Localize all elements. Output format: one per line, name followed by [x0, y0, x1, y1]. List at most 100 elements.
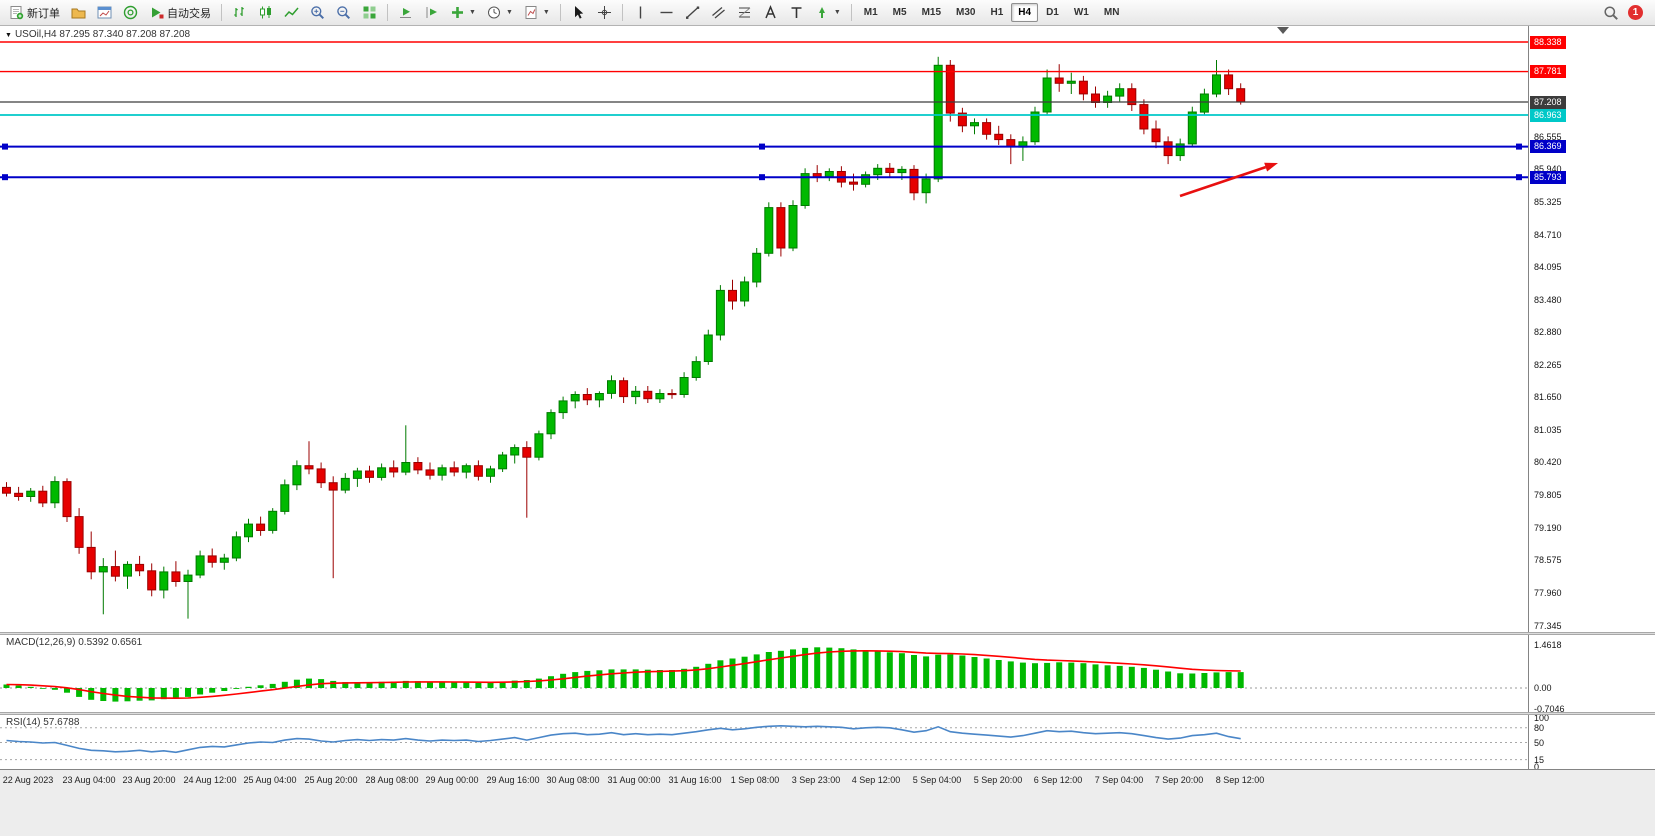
price-axis-label: 81.035 — [1534, 425, 1562, 435]
profiles-button[interactable] — [66, 2, 91, 24]
arrows-tool-button[interactable]: ▼ — [810, 2, 846, 24]
tile-windows-icon — [363, 6, 376, 19]
toolbar-separator — [559, 4, 561, 21]
candlestick-chart-icon — [260, 6, 271, 19]
time-axis-label: 6 Sep 12:00 — [1033, 775, 1083, 785]
timeframe-m15-button[interactable]: M15 — [915, 3, 948, 22]
notification-badge[interactable]: 1 — [1628, 5, 1643, 20]
zoom-out-icon — [337, 6, 351, 20]
time-axis-label: 29 Aug 00:00 — [425, 775, 479, 785]
autotrading-icon — [152, 7, 164, 19]
text-tool-button[interactable] — [758, 2, 783, 24]
channel-button[interactable] — [706, 2, 731, 24]
auto-scroll-icon — [400, 8, 411, 18]
time-axis-label: 1 Sep 08:00 — [730, 775, 780, 785]
search-icon[interactable] — [1603, 5, 1619, 21]
candlestick-chart-button[interactable] — [253, 2, 278, 24]
community-at-icon — [123, 5, 138, 20]
timeframe-h1-button[interactable]: H1 — [983, 3, 1010, 22]
timeframe-m5-button[interactable]: M5 — [886, 3, 914, 22]
macd-pane-splitter[interactable] — [0, 632, 1655, 635]
tile-windows-button[interactable] — [357, 2, 382, 24]
price-axis-label: 78.575 — [1534, 555, 1562, 565]
bar-chart-icon — [234, 7, 244, 17]
time-axis-label: 25 Aug 04:00 — [243, 775, 297, 785]
chart-title: ▼ USOil,H4 87.295 87.340 87.208 87.208 — [5, 29, 190, 40]
timeframe-m1-button[interactable]: M1 — [857, 3, 885, 22]
template-icon — [525, 6, 537, 19]
time-axis-label: 24 Aug 12:00 — [183, 775, 237, 785]
horizontal-line-icon — [660, 11, 673, 14]
timeframe-m30-button[interactable]: M30 — [949, 3, 982, 22]
trendline-button[interactable] — [680, 2, 705, 24]
fibonacci-icon — [738, 7, 751, 18]
profiles-folder-icon — [71, 8, 86, 19]
time-axis-label: 23 Aug 20:00 — [122, 775, 176, 785]
autotrading-label: 自动交易 — [167, 7, 211, 20]
community-button[interactable] — [118, 2, 143, 24]
periods-button[interactable]: ▼ — [482, 2, 518, 24]
time-axis-label: 7 Sep 04:00 — [1094, 775, 1144, 785]
dropdown-caret-icon: ▼ — [542, 9, 550, 16]
window-background — [0, 791, 1655, 836]
dropdown-caret-icon: ▼ — [505, 9, 513, 16]
toolbar-separator — [221, 4, 222, 21]
candlestick-chart — [0, 27, 1528, 619]
chart-menu-arrow-icon[interactable]: ▼ — [5, 32, 12, 39]
price-line-badge: 85.793 — [1530, 171, 1566, 184]
timeframe-d1-button[interactable]: D1 — [1039, 3, 1066, 22]
timeframe-w1-button[interactable]: W1 — [1067, 3, 1096, 22]
timeframe-h4-button[interactable]: H4 — [1011, 3, 1039, 22]
new-order-label: 新订单 — [27, 7, 60, 20]
price-line-badge: 86.369 — [1530, 140, 1566, 153]
indicators-button[interactable]: ▼ — [445, 2, 481, 24]
cursor-button[interactable] — [566, 2, 591, 24]
toolbar-separator — [387, 4, 388, 21]
time-axis-label: 4 Sep 12:00 — [851, 775, 901, 785]
text-t-icon — [791, 7, 802, 18]
rsi-chart — [0, 724, 1528, 761]
toolbar-right-group: 1 — [1603, 5, 1651, 21]
macd-axis-label: 1.4618 — [1534, 640, 1562, 650]
price-axis-label: 82.880 — [1534, 327, 1562, 337]
templates-button[interactable]: ▼ — [519, 2, 555, 24]
timeframe-mn-button[interactable]: MN — [1097, 3, 1127, 22]
chart-shift-icon — [426, 7, 437, 18]
price-axis-label: 77.960 — [1534, 588, 1562, 598]
zoom-out-button[interactable] — [331, 2, 356, 24]
chart-window: ▼ USOil,H4 87.295 87.340 87.208 87.208 MA… — [0, 26, 1655, 791]
market-watch-icon — [97, 6, 112, 19]
price-line-badge: 87.208 — [1530, 96, 1566, 109]
rsi-axis-label: 100 — [1534, 713, 1550, 723]
line-chart-button[interactable] — [279, 2, 304, 24]
bar-chart-button[interactable] — [227, 2, 252, 24]
autotrading-button[interactable]: 自动交易 — [144, 2, 216, 24]
fibonacci-button[interactable] — [732, 2, 757, 24]
equidistant-channel-icon — [711, 7, 725, 19]
rsi-pane[interactable]: RSI(14) 57.6788 — [0, 715, 1528, 769]
market-watch-button[interactable] — [92, 2, 117, 24]
cursor-icon — [574, 6, 584, 19]
rsi-label: RSI(14) 57.6788 — [6, 717, 80, 728]
crosshair-button[interactable] — [592, 2, 617, 24]
price-scale[interactable]: 86.555 85.940 85.325 84.710 84.095 83.480 82.8… — [1528, 26, 1655, 772]
dropdown-caret-icon: ▼ — [833, 9, 841, 16]
time-axis-label: 29 Aug 16:00 — [486, 775, 540, 785]
chart-shift-button[interactable] — [419, 2, 444, 24]
vertical-line-button[interactable] — [628, 2, 653, 24]
auto-scroll-button[interactable] — [393, 2, 418, 24]
time-axis[interactable]: 22 Aug 2023 23 Aug 04:00 23 Aug 20:00 24 Au… — [0, 769, 1655, 791]
crosshair-icon — [597, 6, 611, 19]
new-order-button[interactable]: 新订单 — [4, 2, 65, 24]
time-axis-label: 5 Sep 04:00 — [912, 775, 962, 785]
rsi-pane-splitter[interactable] — [0, 712, 1655, 715]
price-axis-label: 77.345 — [1534, 621, 1562, 631]
text-a-icon — [765, 5, 776, 19]
horizontal-line-button[interactable] — [654, 2, 679, 24]
time-axis-label: 23 Aug 04:00 — [62, 775, 116, 785]
price-axis-label: 80.420 — [1534, 457, 1562, 467]
text-label-button[interactable] — [784, 2, 809, 24]
main-chart-pane[interactable]: ▼ USOil,H4 87.295 87.340 87.208 87.208 — [0, 26, 1528, 632]
zoom-in-button[interactable] — [305, 2, 330, 24]
macd-pane[interactable]: MACD(12,26,9) 0.5392 0.6561 — [0, 635, 1528, 712]
